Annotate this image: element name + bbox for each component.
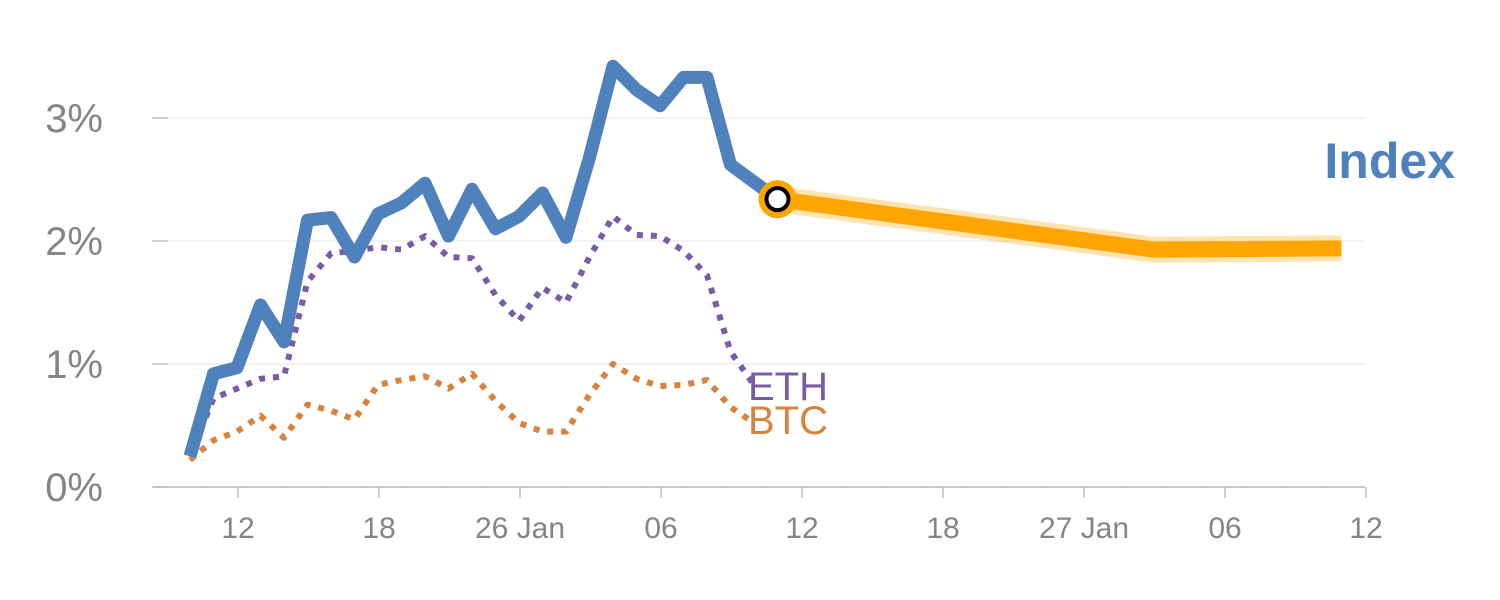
x-tick-label: 18	[926, 512, 959, 545]
y-tick-label: 3%	[45, 97, 103, 141]
current-point-marker-layer	[758, 180, 797, 219]
series-line-index	[183, 59, 782, 459]
y-tick-label: 1%	[45, 343, 103, 387]
x-tick-label: 12	[221, 512, 254, 545]
series-label-eth: ETH	[748, 365, 828, 409]
y-axis-tick-labels: 0% 1% 2% 3%	[45, 97, 168, 510]
series-label-btc: BTC	[748, 399, 828, 443]
x-tick-label: 12	[785, 512, 818, 545]
series-line-eth	[187, 213, 757, 458]
x-tick-label: 06	[644, 512, 677, 545]
x-axis-tick-labels: 12 18 26 Jan 06 12 18 27 Jan 06 12	[221, 512, 1382, 545]
series-line-btc	[188, 361, 756, 463]
projection-band	[776, 191, 1342, 258]
series-lines	[183, 59, 1342, 463]
x-tick-label: 06	[1208, 512, 1241, 545]
y-tick-label: 2%	[45, 220, 103, 264]
series-label-index: Index	[1324, 133, 1455, 189]
y-tick-label: 0%	[45, 466, 103, 510]
series-labels: Index ETH BTC	[748, 133, 1455, 443]
x-tick-label: 12	[1349, 512, 1382, 545]
x-tick-label: 27 Jan	[1039, 512, 1129, 545]
x-axis	[155, 486, 1367, 498]
x-tick-label: 26 Jan	[475, 512, 565, 545]
current-point-marker	[764, 186, 791, 213]
x-tick-label: 18	[362, 512, 395, 545]
